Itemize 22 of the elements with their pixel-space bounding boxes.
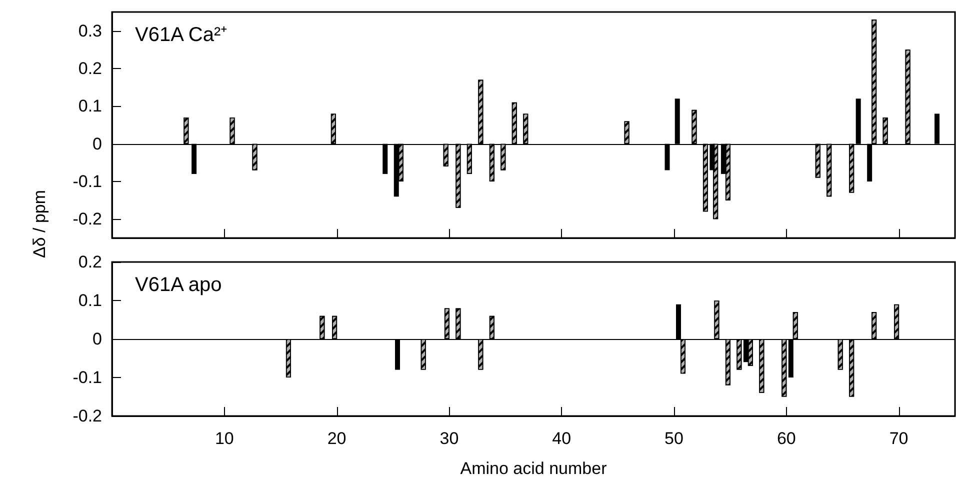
- y-tick-label: 0.1: [78, 291, 102, 310]
- y-axis-title: Δδ / ppm: [30, 190, 50, 258]
- x-tick-label: 70: [889, 429, 908, 448]
- y-tick-label: -0.1: [72, 172, 102, 191]
- y-tick-label: 0.2: [78, 252, 102, 272]
- y-tick-label: 0: [92, 134, 102, 154]
- x-tick-label: 10: [214, 429, 234, 448]
- x-tick-label: 60: [776, 429, 796, 448]
- y-tick-label: 0.1: [78, 96, 102, 116]
- text: V61A Ca²⁺: [135, 24, 228, 46]
- y-tick-label: -0.2: [72, 406, 102, 426]
- x-axis-title: Amino acid number: [460, 459, 608, 478]
- x-tick-label: 20: [327, 429, 346, 448]
- y-tick-label: 0.2: [78, 59, 102, 78]
- x-tick-label: 40: [552, 429, 572, 448]
- y-tick-label: 0.3: [78, 21, 102, 40]
- x-tick-label: 30: [440, 429, 459, 448]
- y-tick-label: 0: [92, 330, 102, 348]
- y-tick-label: -0.1: [72, 368, 102, 387]
- x-tick-label: 50: [664, 429, 684, 448]
- y-tick-label: -0.2: [72, 210, 102, 229]
- text: V61A apo: [135, 274, 222, 296]
